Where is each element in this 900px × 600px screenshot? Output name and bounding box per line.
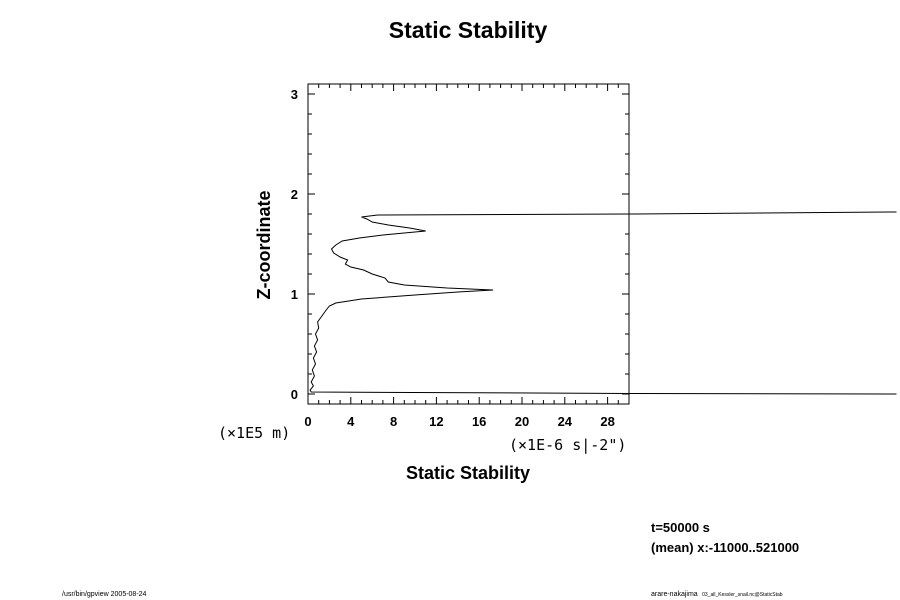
series-line	[309, 211, 897, 395]
chart-title: Static Stability	[389, 17, 548, 43]
x-axis-label: Static Stability	[406, 463, 530, 483]
y-tick-labels: 0 1 2 3	[291, 87, 298, 402]
mean-info: (mean) x:-11000..521000	[651, 540, 799, 555]
x-tick-label: 4	[347, 414, 355, 429]
y-tick-label: 2	[291, 187, 298, 202]
footer-right-main: arare-nakajima	[651, 591, 698, 598]
y-tick-label: 0	[291, 387, 298, 402]
x-tick-labels: 0 4 8 12 16 20 24 28	[304, 414, 614, 429]
footer-right: arare-nakajima 03_all_Kessler_snail.nc@S…	[651, 583, 783, 600]
y-tick-label: 1	[291, 287, 298, 302]
x-axis-unit: (×1E-6 s|-2")	[509, 436, 626, 454]
footer-left: /usr/bin/gpview 2005-08-24	[62, 591, 147, 598]
x-tick-label: 16	[472, 414, 486, 429]
axis-ticks	[307, 84, 630, 404]
y-tick-label: 3	[291, 87, 298, 102]
footer-right-sub: 03_all_Kessler_snail.nc@StaticStab	[702, 592, 783, 598]
x-tick-label: 20	[515, 414, 529, 429]
x-tick-label: 8	[390, 414, 397, 429]
y-axis-label: Z-coordinate	[254, 190, 274, 299]
x-tick-label: 0	[304, 414, 311, 429]
x-tick-label: 24	[558, 414, 573, 429]
y-axis-unit: (×1E5 m)	[218, 424, 290, 442]
x-tick-label: 28	[600, 414, 614, 429]
x-tick-label: 12	[429, 414, 443, 429]
time-info: t=50000 s	[651, 520, 710, 535]
plot-frame	[307, 83, 630, 405]
